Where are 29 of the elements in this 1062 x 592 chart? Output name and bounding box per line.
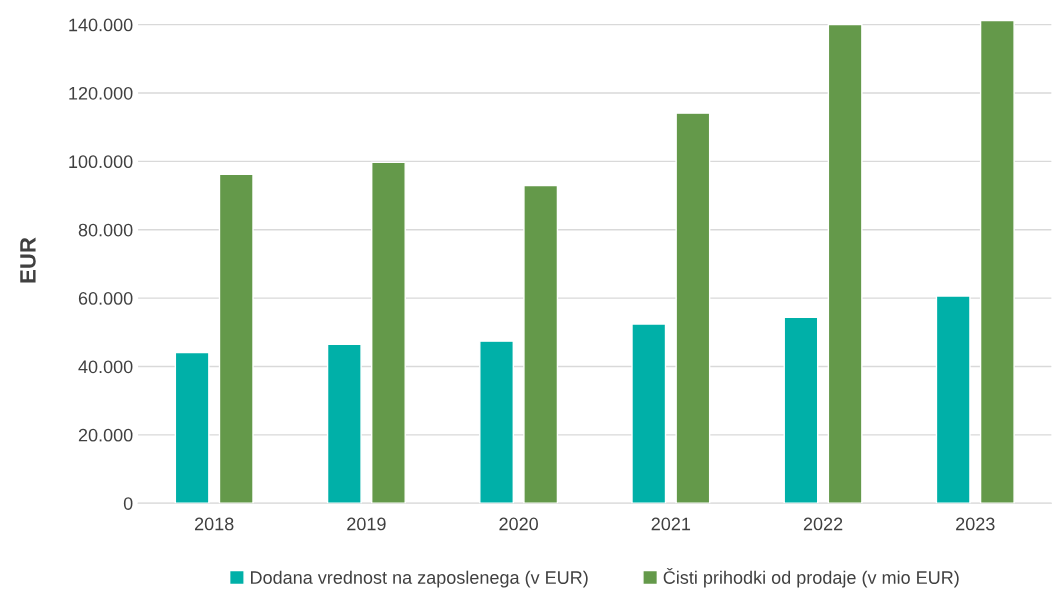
bar [174,351,210,504]
y-tick-label: 20.000 [78,428,133,442]
legend-label: Dodana vrednost na zaposlenega (v EUR) [251,570,588,588]
y-tick-label: 0 [123,497,133,510]
y-tick-label: 60.000 [78,292,133,305]
bar [218,173,254,504]
bar [479,340,514,504]
bar [371,161,406,504]
x-tick-label: 2021 [651,517,691,531]
bar [979,19,1015,504]
legend-label: Čisti prihodki od prodaje (v mio EUR) [663,567,959,588]
y-tick-label: 80.000 [78,223,133,237]
x-tick-label: 2023 [956,517,995,531]
bar [631,323,667,504]
y-tick-label: 40.000 [78,360,133,374]
bar [675,112,711,504]
bar [326,343,362,504]
x-tick-label: 2020 [499,517,538,531]
y-tick-label: 120.000 [69,86,133,100]
x-tick-label: 2022 [803,517,843,531]
bar [523,184,559,504]
bar [827,23,863,504]
y-axis-title: EUR [20,237,36,283]
y-tick-label: 100.000 [69,155,133,169]
y-tick-label: 140.000 [69,18,133,32]
bar [935,295,971,504]
bar [783,316,819,504]
x-tick-label: 2019 [347,517,386,531]
x-tick-label: 2018 [195,517,234,531]
